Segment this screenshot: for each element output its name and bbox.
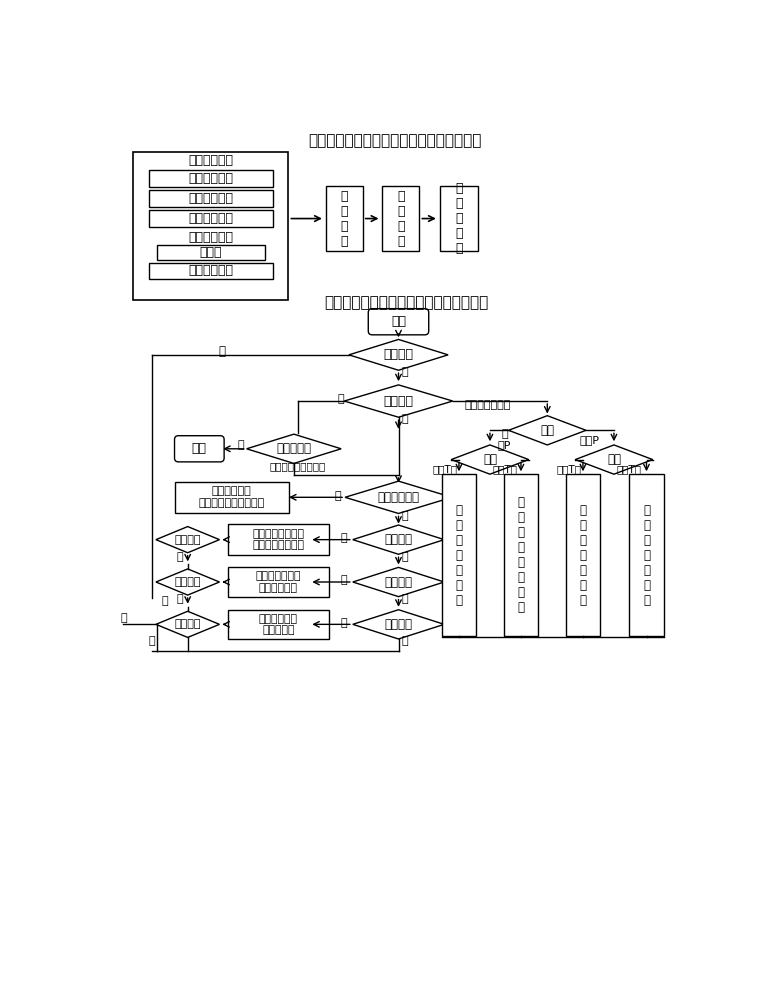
Polygon shape — [353, 567, 444, 597]
Text: 基本操作模式: 基本操作模式 — [377, 491, 420, 504]
Text: 是: 是 — [120, 613, 127, 623]
Text: 是: 是 — [238, 440, 245, 450]
Bar — [149, 190, 273, 207]
Bar — [228, 524, 329, 555]
Text: 关
闭
窗
户
与
窗
帘: 关 闭 窗 户 与 窗 帘 — [643, 504, 650, 607]
Text: 结束: 结束 — [192, 442, 207, 455]
Polygon shape — [508, 416, 586, 445]
Text: 客户端: 客户端 — [199, 246, 223, 259]
Text: 否（人机交互模式）: 否（人机交互模式） — [270, 461, 326, 471]
Text: 关
闭
窗
户
打
开
窗
帘: 关 闭 窗 户 打 开 窗 帘 — [517, 496, 524, 614]
Text: 否: 否 — [401, 636, 408, 646]
Text: 否: 否 — [176, 552, 183, 562]
Bar — [149, 210, 273, 227]
Text: 大于T度: 大于T度 — [557, 464, 581, 474]
Bar — [629, 474, 664, 636]
Text: 是终止命令: 是终止命令 — [276, 442, 311, 455]
Text: 开始命令: 开始命令 — [383, 348, 413, 361]
Text: 是: 是 — [401, 367, 408, 377]
Text: 终止时间: 终止时间 — [175, 619, 201, 629]
Text: 控
制
模
块: 控 制 模 块 — [340, 190, 348, 248]
Text: 否: 否 — [401, 511, 408, 521]
Text: 设定时间内关
闭窗户窗帘: 设定时间内关 闭窗户窗帘 — [259, 614, 298, 635]
Bar — [149, 263, 273, 279]
Bar — [440, 186, 478, 251]
Text: 是: 是 — [401, 414, 408, 424]
Text: 窗
户
和
窗
帘: 窗 户 和 窗 帘 — [455, 182, 463, 255]
Polygon shape — [349, 339, 448, 370]
Text: 用户命令: 用户命令 — [383, 395, 413, 408]
Text: 否: 否 — [401, 552, 408, 562]
Text: 无线传输模块: 无线传输模块 — [189, 264, 233, 277]
Bar — [442, 474, 476, 636]
Text: 午睡模式: 午睡模式 — [384, 618, 413, 631]
Text: 温度传感模块: 温度传感模块 — [189, 172, 233, 185]
Text: 是: 是 — [341, 618, 347, 628]
Text: 是: 是 — [161, 596, 168, 606]
Bar — [228, 567, 329, 597]
Text: 大
于P: 大 于P — [498, 429, 511, 450]
Bar — [175, 482, 290, 513]
Text: 小于P: 小于P — [580, 435, 600, 445]
Text: 否: 否 — [176, 594, 183, 604]
Polygon shape — [156, 527, 219, 553]
Text: 否: 否 — [401, 594, 408, 604]
Text: 是: 是 — [341, 575, 347, 585]
FancyBboxPatch shape — [175, 436, 224, 462]
Bar — [157, 245, 265, 260]
Polygon shape — [451, 445, 529, 474]
Text: 空调模式: 空调模式 — [384, 533, 413, 546]
Text: 信息获取模块: 信息获取模块 — [189, 154, 233, 167]
Polygon shape — [353, 610, 444, 639]
Text: 是: 是 — [335, 491, 341, 501]
Text: 退出命令: 退出命令 — [175, 577, 201, 587]
Text: 否: 否 — [149, 636, 156, 646]
Text: 电
机
模
块: 电 机 模 块 — [397, 190, 404, 248]
Polygon shape — [344, 385, 453, 417]
Text: 空调关窗户窗帘开
空调开窗户窗帘关: 空调关窗户窗帘开 空调开窗户窗帘关 — [253, 529, 304, 550]
Text: 打
开
窗
户
和
窗
帘: 打 开 窗 户 和 窗 帘 — [580, 504, 587, 607]
Bar — [504, 474, 538, 636]
Text: 有: 有 — [337, 395, 343, 405]
Text: 移动终端模块: 移动终端模块 — [189, 231, 233, 244]
Text: 退出命令: 退出命令 — [175, 535, 201, 545]
Bar — [382, 186, 420, 251]
Polygon shape — [156, 611, 219, 637]
Text: 雾霾模式: 雾霾模式 — [384, 576, 413, 588]
Text: 开始: 开始 — [391, 315, 406, 328]
Bar — [133, 152, 289, 300]
Text: 光敏传感模块: 光敏传感模块 — [189, 192, 233, 205]
Text: 大于T度: 大于T度 — [433, 464, 457, 474]
Text: 空调感应模块: 空调感应模块 — [189, 212, 233, 225]
Text: 温度: 温度 — [607, 453, 621, 466]
Text: 根据用户指令
开启或关闭窗户或窗帘: 根据用户指令 开启或关闭窗户或窗帘 — [199, 487, 265, 508]
Bar — [326, 186, 363, 251]
FancyBboxPatch shape — [368, 309, 429, 335]
Text: 一种多功能窗户与窗帘控制方法的流程图: 一种多功能窗户与窗帘控制方法的流程图 — [324, 295, 488, 310]
Text: 温度: 温度 — [483, 453, 497, 466]
Polygon shape — [575, 445, 653, 474]
Text: 小于T度: 小于T度 — [617, 464, 642, 474]
Text: 一种多功能窗户与窗帘控制系统的组成框图: 一种多功能窗户与窗帘控制系统的组成框图 — [308, 133, 481, 148]
Text: 是: 是 — [341, 533, 347, 543]
Text: 否: 否 — [219, 345, 226, 358]
Text: 光强: 光强 — [541, 424, 554, 437]
Text: 打
开
窗
户
与
窗
帘: 打 开 窗 户 与 窗 帘 — [455, 504, 463, 607]
Text: 无（自动模式）: 无（自动模式） — [464, 400, 511, 410]
Polygon shape — [156, 569, 219, 595]
Polygon shape — [246, 434, 341, 463]
Polygon shape — [353, 525, 444, 554]
Bar — [228, 610, 329, 639]
Text: 小于T度: 小于T度 — [493, 464, 518, 474]
Bar — [149, 170, 273, 187]
Text: 空气严重污染时
关闭窗户窗帘: 空气严重污染时 关闭窗户窗帘 — [256, 571, 301, 593]
Polygon shape — [345, 481, 452, 513]
Bar — [566, 474, 600, 636]
